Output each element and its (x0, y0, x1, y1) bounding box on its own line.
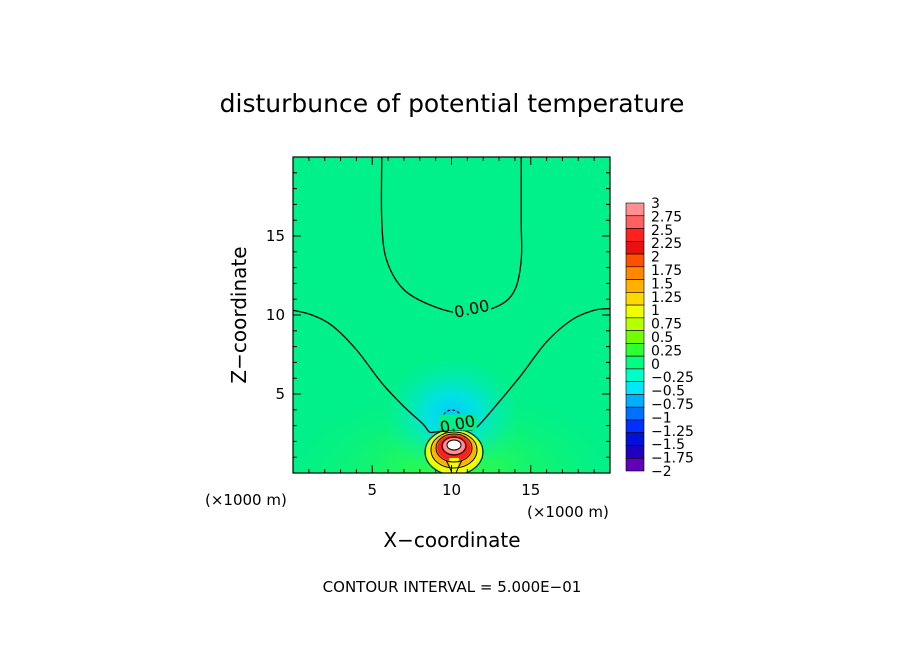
colorbar-swatch (625, 292, 645, 306)
y-tick-label: 15 (266, 227, 285, 245)
plot-area: 0.000.00 (293, 157, 610, 473)
colorbar-tick-label: −0.25 (651, 370, 694, 386)
colorbar-tick-label: 2.25 (651, 236, 682, 252)
x-tick-label: 15 (521, 481, 540, 499)
colorbar-swatch (625, 457, 645, 472)
core-contour (446, 439, 462, 451)
y-tick-labels: 5 10 15 (266, 227, 285, 403)
colorbar-swatch (625, 343, 645, 357)
colorbar-swatch (625, 215, 645, 229)
x-axis-label: X−coordinate (383, 528, 520, 552)
core-contour (430, 431, 478, 469)
colorbar-tick-label: −1.25 (651, 424, 694, 440)
colorbar-tick-label: 0 (651, 357, 660, 373)
colorbar-tick-label: −0.75 (651, 397, 694, 413)
colorbar-swatch (625, 406, 645, 421)
colorbar-tick-label: −1.5 (651, 437, 685, 453)
y-tick-label: 10 (266, 306, 285, 324)
colorbar-swatch (625, 304, 645, 319)
x-unit-label: (×1000 m) (527, 503, 609, 521)
colorbar-tick-label: 3 (651, 196, 660, 212)
colorbar-swatch (625, 253, 645, 268)
colorbar-swatch (625, 228, 645, 242)
core-contour (435, 433, 473, 463)
colorbar-swatch (625, 432, 645, 446)
colorbar-tick-label: 1.5 (651, 276, 673, 292)
axis-ticks (293, 157, 610, 473)
x-tick-label: 5 (367, 481, 377, 499)
colorbar-tick-label: 1 (651, 303, 660, 319)
colorbar-swatch (625, 355, 645, 370)
colorbar-swatch (625, 330, 645, 344)
colorbar-labels: 32.752.52.2521.751.51.2510.750.50.250−0.… (651, 196, 694, 480)
y-tick-label: 5 (275, 385, 285, 403)
colorbar-tick-label: 0.75 (651, 317, 682, 333)
colorbar-swatch (625, 394, 645, 408)
colorbar-swatch (625, 279, 645, 293)
contour-label-bg (438, 414, 477, 431)
colorbar-tick-label: −1.75 (651, 451, 694, 467)
colorbar-tick-label: 2 (651, 250, 660, 266)
colorbar-swatch (625, 419, 645, 434)
colorbar (625, 202, 645, 472)
colorbar-tick-label: 0.25 (651, 343, 682, 359)
colorbar-swatch (625, 445, 645, 459)
contour-interval-note: CONTOUR INTERVAL = 5.000E−01 (323, 578, 582, 596)
colorbar-tick-label: −0.5 (651, 384, 685, 400)
colorbar-swatch (625, 202, 645, 217)
core-contour (441, 436, 467, 456)
colorbar-swatch (625, 368, 645, 382)
colorbar-tick-label: 1.25 (651, 290, 682, 306)
y-unit-label: (×1000 m) (205, 491, 287, 509)
chart-title: disturbunce of potential temperature (220, 89, 685, 118)
field-core-white (447, 440, 461, 450)
colorbar-swatch (625, 381, 645, 395)
colorbar-tick-label: 0.5 (651, 330, 673, 346)
colorbar-tick-label: 1.75 (651, 263, 682, 279)
colorbar-tick-label: 2.75 (651, 209, 682, 225)
colorbar-swatch (625, 240, 645, 255)
x-tick-labels: 5 10 15 (367, 481, 540, 499)
colorbar-tick-label: 2.5 (651, 223, 673, 239)
contour-label-bg (453, 299, 492, 316)
colorbar-swatch (625, 266, 645, 280)
colorbar-tick-label: −1 (651, 410, 672, 426)
field-cold-region (382, 355, 522, 473)
y-axis-label: Z−coordinate (227, 246, 251, 383)
colorbar-tick-label: −2 (651, 464, 672, 480)
colorbar-swatch (625, 317, 645, 331)
x-tick-label: 10 (442, 481, 461, 499)
